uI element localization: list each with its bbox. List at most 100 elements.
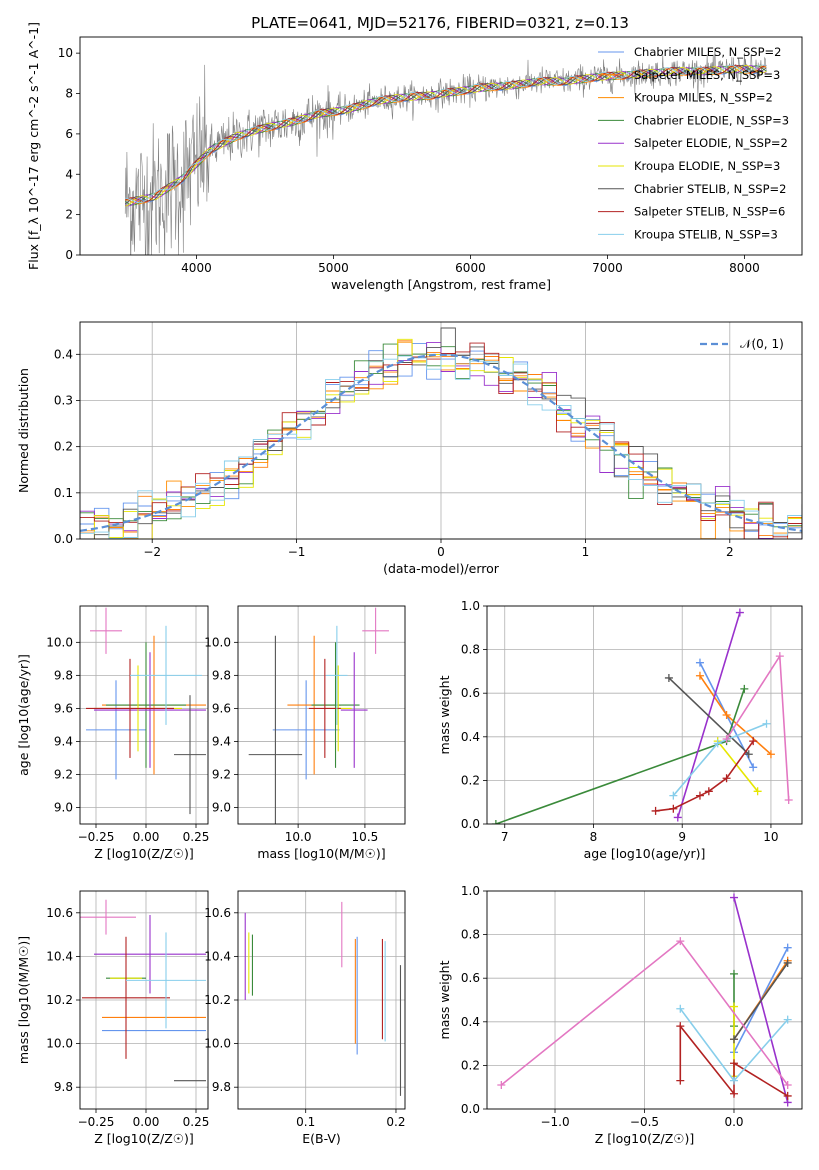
plot-area: [80, 899, 206, 1082]
y-tick-label: 9.6: [212, 701, 231, 715]
x-tick-label: 7: [501, 830, 509, 844]
weight-point-marker: [740, 684, 749, 693]
weight-point-marker: [783, 1091, 792, 1100]
weight-series-line: [668, 677, 750, 755]
y-tick-label: 0.2: [54, 440, 73, 454]
x-tick-label: 0.00: [133, 1115, 160, 1129]
y-tick-label: 0.0: [461, 817, 480, 831]
y-axis-label: age [log10(age/yr)]: [16, 654, 31, 776]
y-tick-label: 4: [65, 167, 73, 181]
x-tick-label: 1: [582, 545, 590, 559]
weight-point-marker: [676, 1076, 685, 1085]
y-tick-label: 2: [65, 208, 73, 222]
weight-point-marker: [729, 969, 738, 978]
x-tick-label: 4000: [181, 261, 212, 275]
weight-point-marker: [669, 791, 678, 800]
weight-point-marker: [762, 719, 771, 728]
x-axis-label: Z [log10(Z/Z☉)]: [595, 1131, 695, 1146]
age-vs-mass-panel: 10.0 10.5 9.0 9.2 9.4 9.6 9.8 10.0 mass [log10(M…: [204, 605, 406, 861]
legend-label: Salpeter ELODIE, N_SSP=2: [634, 136, 788, 150]
legend-label: Chabrier ELODIE, N_SSP=3: [634, 113, 789, 127]
weight-vs-age-panel: 7 8 9 10 0.0 0.2 0.4 0.6 0.8 1.0 age [log10(age/yr…: [437, 599, 803, 861]
x-tick-label: −0.25: [78, 830, 115, 844]
y-tick-label: 10.4: [204, 949, 231, 963]
x-axis-label: Z [log10(Z/Z☉)]: [94, 1131, 194, 1146]
x-tick-label: 10.0: [285, 830, 312, 844]
x-axis-label: (data-model)/error: [383, 561, 500, 576]
weight-point-marker: [729, 1002, 738, 1011]
weight-point-marker: [753, 787, 762, 796]
y-tick-label: 10.0: [46, 635, 73, 649]
x-tick-label: 8000: [729, 261, 760, 275]
model-spectrum-line: [125, 64, 767, 204]
y-tick-label: 9.6: [54, 701, 73, 715]
weight-point-marker: [676, 1004, 685, 1013]
weight-point-marker: [744, 750, 753, 759]
weight-point-marker: [783, 958, 792, 967]
y-tick-label: 10.0: [204, 635, 231, 649]
axes-frame: [237, 890, 406, 1110]
legend-label: Chabrier MILES, N_SSP=2: [634, 45, 781, 59]
x-tick-label: 10.5: [352, 830, 379, 844]
y-tick-label: 0.6: [461, 686, 480, 700]
x-tick-label: −0.25: [78, 1115, 115, 1129]
legend-label: Chabrier STELIB, N_SSP=2: [634, 182, 786, 196]
y-tick-label: 0.2: [461, 773, 480, 787]
plot-area: [86, 607, 206, 815]
y-axis-label: mass weight: [437, 675, 452, 754]
age-vs-metallicity-panel: −0.25 0.00 0.25 9.0 9.2 9.4 9.6 9.8 10.0 Z [log10…: [16, 605, 210, 861]
y-tick-label: 9.8: [54, 668, 73, 682]
y-tick-label: 10.4: [46, 949, 73, 963]
y-tick-label: 6: [65, 127, 73, 141]
x-tick-label: 8: [590, 830, 598, 844]
y-tick-label: 0.1: [54, 486, 73, 500]
axes-frame: [486, 605, 803, 825]
y-axis-label: mass weight: [437, 960, 452, 1039]
legend-label: Salpeter STELIB, N_SSP=6: [634, 205, 785, 219]
weight-point-marker: [783, 1015, 792, 1024]
weight-point-marker: [497, 1081, 506, 1090]
weight-point-marker: [729, 1035, 738, 1044]
x-tick-label: 0.1: [296, 1115, 315, 1129]
y-tick-label: 0: [65, 248, 73, 262]
weight-point-marker: [713, 739, 722, 748]
weight-series-line: [717, 740, 759, 792]
x-tick-label: 0: [437, 545, 445, 559]
y-axis-label: mass [log10(M/M☉)]: [16, 936, 31, 1064]
weight-point-marker: [766, 750, 775, 759]
axes-frame: [486, 890, 803, 1110]
weight-series-line: [655, 740, 754, 812]
x-tick-label: 2: [726, 545, 734, 559]
normal-curve: [80, 353, 802, 532]
weight-point-marker: [749, 763, 758, 772]
x-tick-label: 5000: [318, 261, 349, 275]
weight-vs-metallicity-panel: −1.0 −0.5 0.0 0.0 0.2 0.4 0.6 0.8 1.0 Z [log10(Z/…: [437, 884, 803, 1146]
x-tick-label: 0.25: [183, 830, 210, 844]
y-tick-label: 9.8: [212, 668, 231, 682]
y-tick-label: 0.8: [461, 643, 480, 657]
y-tick-label: 0.4: [54, 347, 73, 361]
model-spectrum-line: [124, 65, 767, 206]
weight-point-marker: [695, 671, 704, 680]
y-axis-label: Normed distribution: [16, 368, 31, 493]
histogram-step-line: [80, 354, 802, 539]
x-axis-label: mass [log10(M/M☉)]: [257, 846, 385, 861]
x-tick-label: 10: [763, 830, 778, 844]
weight-point-marker: [669, 804, 678, 813]
model-spectrum-line: [125, 64, 767, 203]
legend-label: Kroupa STELIB, N_SSP=3: [634, 227, 778, 241]
x-tick-label: −0.5: [630, 1115, 659, 1129]
axes-frame: [79, 36, 803, 256]
weight-point-marker: [676, 937, 685, 946]
weight-point-marker: [673, 813, 682, 822]
x-tick-label: −2: [143, 545, 161, 559]
y-tick-label: 8: [65, 87, 73, 101]
y-tick-label: 0.6: [461, 971, 480, 985]
weight-point-marker: [783, 1081, 792, 1090]
x-tick-label: 0.25: [183, 1115, 210, 1129]
x-axis-label: E(B-V): [302, 1131, 341, 1146]
x-axis-label: wavelength [Angstrom, rest frame]: [331, 277, 551, 292]
y-tick-label: 0.3: [54, 393, 73, 407]
model-spectrum-line: [124, 65, 767, 205]
